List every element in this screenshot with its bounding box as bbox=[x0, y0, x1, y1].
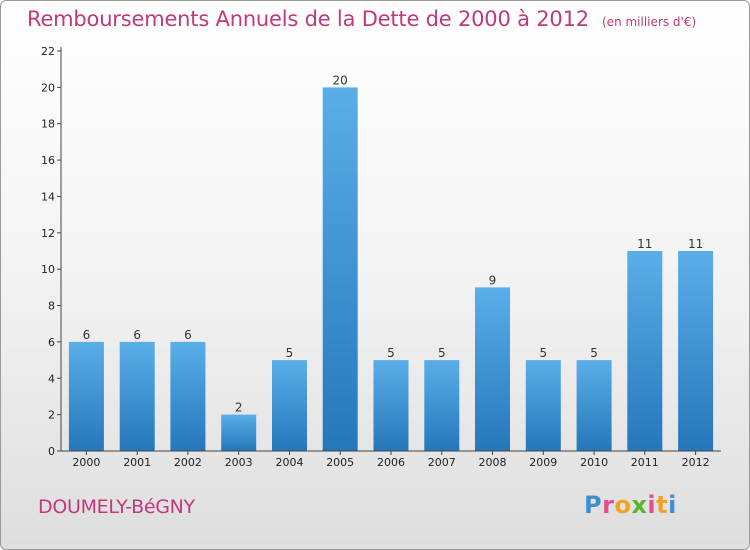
bar-2012 bbox=[678, 251, 714, 451]
logo-letter: x bbox=[631, 491, 648, 519]
x-tick-label-2012: 2012 bbox=[682, 456, 710, 469]
y-tick-label: 4 bbox=[48, 372, 55, 385]
x-tick-label-2002: 2002 bbox=[174, 456, 202, 469]
logo-letter: P bbox=[584, 491, 603, 519]
bar-2009 bbox=[525, 360, 561, 451]
x-tick-label-2006: 2006 bbox=[377, 456, 405, 469]
y-tick-label: 16 bbox=[41, 154, 55, 167]
value-label-2004: 5 bbox=[286, 346, 294, 360]
bar-2000 bbox=[68, 341, 104, 451]
bar-2011 bbox=[627, 251, 663, 451]
x-tick-label-2005: 2005 bbox=[326, 456, 354, 469]
title-row: Remboursements Annuels de la Dette de 20… bbox=[27, 7, 696, 31]
y-axis: 0 2 4 6 8 10 12 14 16 18 20 22 bbox=[41, 45, 62, 458]
bar-series: 6 6 6 2 5 20 5 5 9 5 5 11 11 bbox=[68, 73, 714, 452]
bar-2007 bbox=[424, 360, 460, 451]
x-tick-label-2003: 2003 bbox=[225, 456, 253, 469]
y-tick-label: 8 bbox=[48, 300, 55, 313]
value-label-2002: 6 bbox=[184, 328, 192, 342]
bar-2004 bbox=[272, 360, 307, 451]
x-tick-label-2000: 2000 bbox=[72, 456, 100, 469]
y-tick-label: 12 bbox=[41, 227, 55, 240]
value-label-2005: 20 bbox=[333, 73, 348, 87]
value-label-2009: 5 bbox=[539, 346, 547, 360]
bar-2010 bbox=[576, 360, 612, 451]
bar-2001 bbox=[119, 341, 155, 451]
value-label-2012: 11 bbox=[688, 237, 703, 251]
y-tick-label: 14 bbox=[41, 190, 55, 203]
bar-2002 bbox=[170, 341, 206, 451]
y-tick-label: 10 bbox=[41, 263, 55, 276]
bar-2008 bbox=[475, 287, 510, 451]
logo-letter: i bbox=[668, 491, 677, 519]
y-tick-label: 20 bbox=[41, 81, 55, 94]
chart-unit-label: (en milliers d'€) bbox=[602, 15, 697, 29]
x-tick-label-2008: 2008 bbox=[479, 456, 507, 469]
commune-name: DOUMELY-BéGNY bbox=[38, 496, 195, 518]
bar-2005 bbox=[322, 87, 358, 452]
y-tick-label: 22 bbox=[41, 45, 55, 58]
bar-2006 bbox=[373, 360, 409, 451]
x-tick-label-2010: 2010 bbox=[580, 456, 608, 469]
x-tick-label-2007: 2007 bbox=[428, 456, 456, 469]
chart-title: Remboursements Annuels de la Dette de 20… bbox=[27, 7, 589, 31]
value-label-2000: 6 bbox=[83, 328, 91, 342]
logo-letter: o bbox=[614, 491, 632, 519]
x-tick-label-2001: 2001 bbox=[123, 456, 151, 469]
y-tick-label: 18 bbox=[41, 118, 55, 131]
bar-2003 bbox=[221, 414, 257, 451]
y-tick-label: 6 bbox=[48, 336, 55, 349]
x-tick-label-2011: 2011 bbox=[631, 456, 659, 469]
logo-letter: r bbox=[602, 491, 615, 519]
logo-letter: t bbox=[656, 491, 669, 519]
proxiti-logo: Proxiti bbox=[584, 491, 677, 519]
value-label-2001: 6 bbox=[133, 328, 141, 342]
y-tick-label: 2 bbox=[48, 409, 55, 422]
x-tick-label-2009: 2009 bbox=[529, 456, 557, 469]
x-axis: 2000 2001 2002 2003 2004 2005 2006 2007 2008 2009… bbox=[61, 450, 721, 469]
value-label-2008: 9 bbox=[489, 273, 497, 287]
value-label-2006: 5 bbox=[387, 346, 395, 360]
value-label-2003: 2 bbox=[235, 401, 243, 415]
y-tick-label: 0 bbox=[48, 445, 55, 458]
value-label-2007: 5 bbox=[438, 346, 446, 360]
value-label-2010: 5 bbox=[590, 346, 598, 360]
logo-letter: i bbox=[647, 491, 657, 519]
x-tick-label-2004: 2004 bbox=[276, 456, 304, 469]
value-label-2011: 11 bbox=[637, 237, 652, 251]
